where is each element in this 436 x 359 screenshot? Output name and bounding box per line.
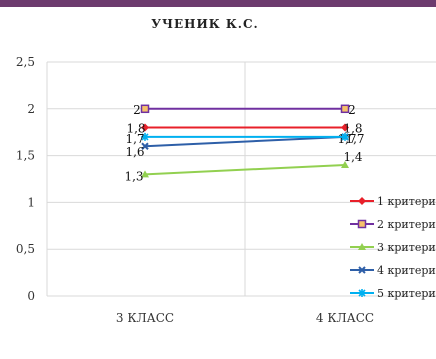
chart-title: УЧЕНИК К.С.: [151, 17, 258, 31]
series-marker: [341, 123, 349, 132]
legend: 1 критерий 2 критерий 3 критерий 4 критерий…: [350, 195, 436, 300]
series-marker: [140, 104, 150, 114]
series-marker: [358, 266, 366, 274]
series-4: 1,61,7: [125, 132, 356, 159]
series-marker: [141, 170, 149, 178]
legend-label: 2 критерий: [377, 218, 436, 231]
series-marker: [340, 104, 350, 114]
legend-item: 4 критерий: [350, 264, 436, 277]
y-tick-label: 2,5: [16, 55, 35, 69]
y-tick-label: 0,5: [16, 242, 35, 256]
series-marker: [141, 132, 149, 141]
y-tick-label: 2: [27, 102, 35, 116]
data-label: 1,8: [126, 122, 145, 136]
y-tick-label: 0: [27, 289, 35, 303]
legend-item: 5 критерий: [350, 287, 436, 300]
series-5: 1,7 1,7: [125, 132, 364, 146]
y-tick-label: 1,5: [16, 149, 35, 163]
data-label: 1,4: [343, 150, 362, 164]
data-label: 1,3: [124, 169, 143, 183]
series-marker: [141, 142, 149, 150]
legend-item: 2 критерий: [350, 218, 436, 231]
series-line: [144, 163, 346, 176]
legend-label: 1 критерий: [377, 195, 436, 208]
data-label: 1,7: [125, 132, 144, 146]
x-tick-label: 4 КЛАСС: [316, 311, 374, 325]
series-marker: [358, 243, 366, 250]
series-3: 1,3 1,4: [124, 150, 362, 183]
series-1: 1,8 1,8: [126, 122, 362, 136]
data-label: 1,6: [125, 145, 144, 159]
data-label: 1,8: [343, 122, 362, 136]
series-marker: [358, 197, 366, 205]
series-marker: [357, 219, 367, 229]
top-border: [0, 0, 436, 7]
x-axis-ticks: 3 КЛАСС 4 КЛАСС: [116, 311, 374, 325]
y-axis-ticks: 0 0,5 1 1,5 2 2,5: [16, 55, 35, 303]
series-marker: [141, 123, 149, 132]
data-label: 2: [133, 103, 141, 117]
series-line: [144, 135, 346, 148]
grid: [46, 61, 436, 297]
data-label: 2: [348, 103, 356, 117]
legend-label: 5 критерий: [377, 287, 436, 300]
series-group: 1,8 1,82 21,31,41,61,71,7 1,7: [124, 103, 364, 184]
series-marker: [341, 132, 349, 141]
data-label: 1,7: [345, 132, 364, 146]
legend-label: 3 критерий: [377, 241, 436, 254]
series-marker: [358, 289, 366, 297]
y-tick-label: 1: [27, 195, 35, 209]
x-tick-label: 3 КЛАСС: [116, 311, 174, 325]
legend-item: 3 критерий: [350, 241, 436, 254]
legend-item: 1 критерий: [350, 195, 436, 208]
series-marker: [341, 160, 349, 168]
legend-label: 4 критерий: [377, 264, 436, 277]
